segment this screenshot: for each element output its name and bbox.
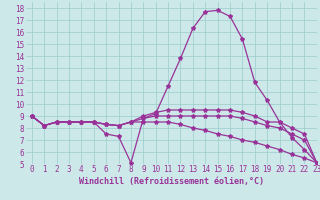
X-axis label: Windchill (Refroidissement éolien,°C): Windchill (Refroidissement éolien,°C)	[79, 177, 264, 186]
